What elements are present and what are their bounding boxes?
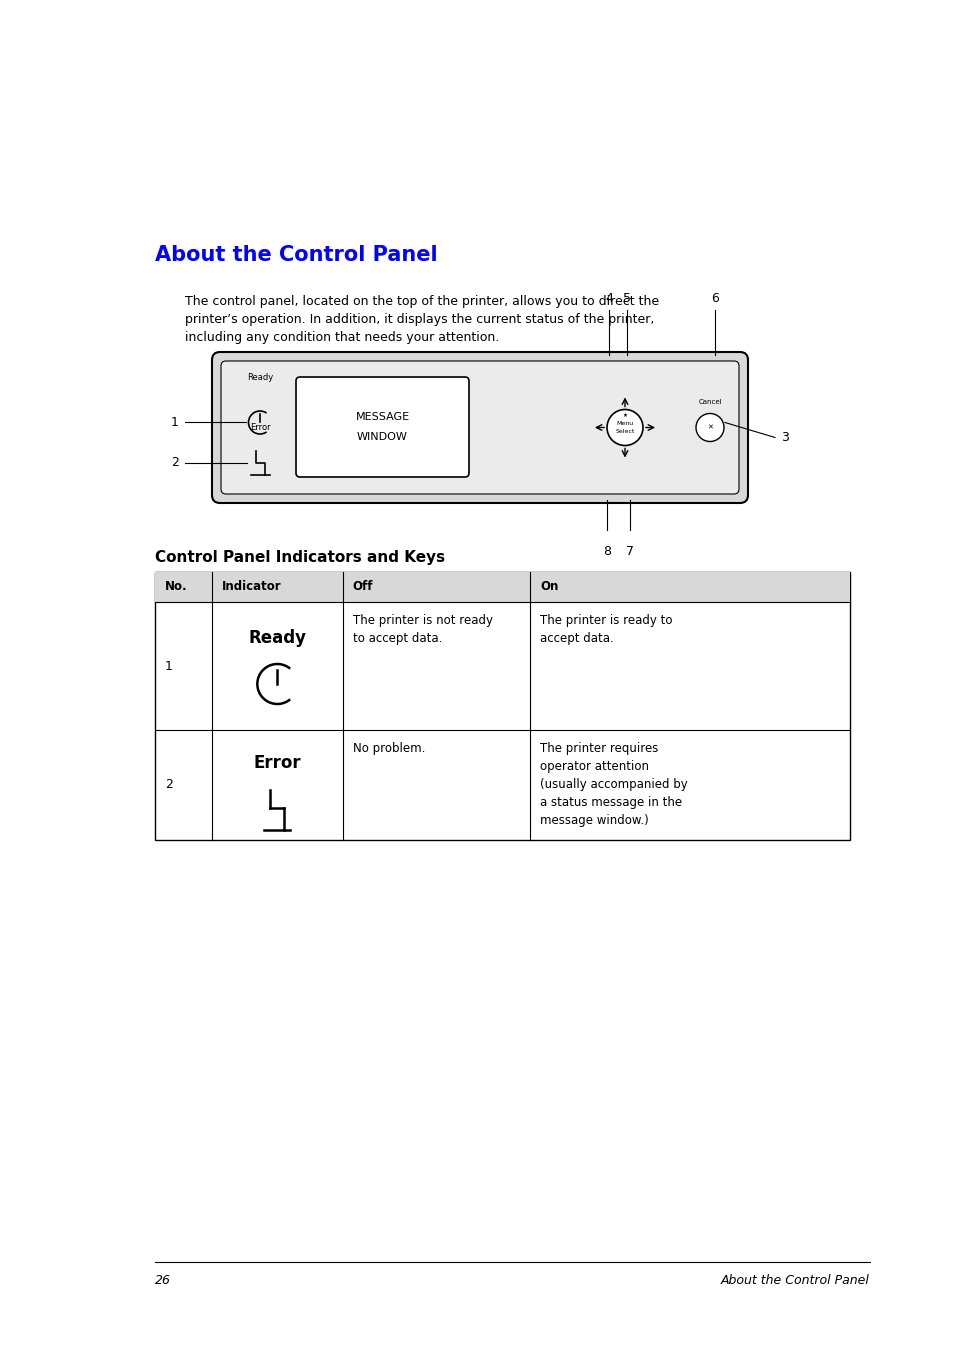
Text: Ready: Ready <box>248 629 306 647</box>
Text: Cancel: Cancel <box>698 400 721 405</box>
Text: ✕: ✕ <box>706 424 712 431</box>
Bar <box>154 572 849 840</box>
Text: 8: 8 <box>602 545 610 558</box>
Text: 5: 5 <box>622 292 630 305</box>
Circle shape <box>606 409 642 446</box>
FancyBboxPatch shape <box>221 360 739 494</box>
Text: About the Control Panel: About the Control Panel <box>154 244 437 265</box>
Text: 1: 1 <box>171 416 179 429</box>
Text: Select: Select <box>615 429 634 433</box>
Text: The printer is ready to
accept data.: The printer is ready to accept data. <box>539 614 672 645</box>
Text: WINDOW: WINDOW <box>356 432 408 441</box>
FancyBboxPatch shape <box>295 377 469 477</box>
Text: 7: 7 <box>625 545 634 558</box>
Text: About the Control Panel: About the Control Panel <box>720 1274 869 1287</box>
Text: Off: Off <box>353 580 373 594</box>
Text: 26: 26 <box>154 1274 171 1287</box>
Text: 2: 2 <box>165 779 172 791</box>
Text: On: On <box>539 580 558 594</box>
FancyBboxPatch shape <box>212 352 747 504</box>
Text: The printer is not ready
to accept data.: The printer is not ready to accept data. <box>353 614 492 645</box>
Text: Error: Error <box>253 755 301 772</box>
Bar <box>154 572 849 602</box>
Text: No.: No. <box>165 580 188 594</box>
Text: The printer requires
operator attention
(usually accompanied by
a status message: The printer requires operator attention … <box>539 743 687 828</box>
Circle shape <box>696 413 723 441</box>
Text: No problem.: No problem. <box>353 743 425 755</box>
Text: 6: 6 <box>710 292 719 305</box>
Text: 4: 4 <box>604 292 612 305</box>
Text: 2: 2 <box>171 456 179 470</box>
Text: MESSAGE: MESSAGE <box>355 412 409 423</box>
Text: 3: 3 <box>781 431 788 444</box>
Text: Error: Error <box>250 424 270 432</box>
Text: Indicator: Indicator <box>222 580 281 594</box>
Text: 1: 1 <box>165 660 172 672</box>
Text: ★: ★ <box>622 413 627 418</box>
Text: Control Panel Indicators and Keys: Control Panel Indicators and Keys <box>154 549 445 566</box>
Text: Ready: Ready <box>247 373 273 382</box>
Text: The control panel, located on the top of the printer, allows you to direct the
p: The control panel, located on the top of… <box>185 296 659 344</box>
Text: Menu: Menu <box>616 421 633 427</box>
